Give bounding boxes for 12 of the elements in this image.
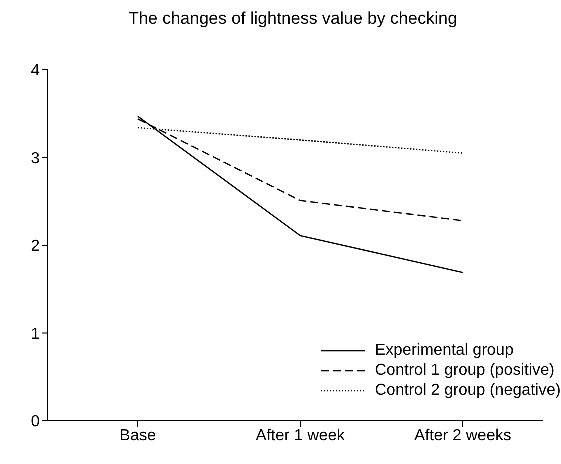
- y-tick-label: 2: [31, 238, 40, 256]
- legend-label: Control 1 group (positive): [375, 361, 555, 381]
- y-tick-label: 0: [31, 414, 40, 431]
- x-tick-label: After 2 weeks: [414, 427, 512, 444]
- legend-label: Experimental group: [375, 341, 514, 361]
- y-tick-label: 1: [31, 326, 40, 343]
- y-tick-label: 4: [31, 62, 40, 80]
- x-tick-label: After 1 week: [256, 427, 346, 444]
- y-tick-label: 3: [31, 150, 40, 168]
- legend-label: Control 2 group (negative): [375, 381, 561, 401]
- chart-title: The changes of lightness value by checking: [128, 8, 458, 30]
- x-tick-label: Base: [120, 427, 156, 444]
